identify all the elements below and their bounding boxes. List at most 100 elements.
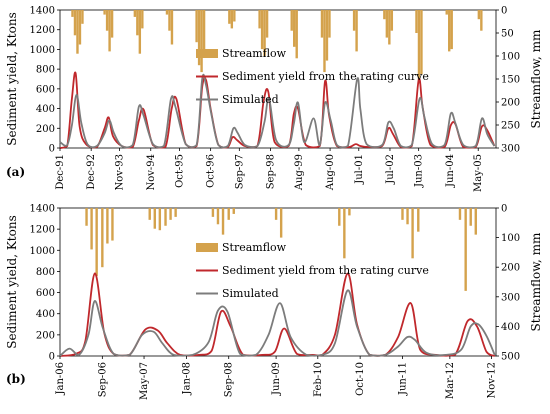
streamflow-bar [343, 208, 346, 259]
legend-swatch-streamflow [196, 49, 218, 58]
y2-tick-label: 300 [501, 144, 520, 155]
streamflow-bar [417, 10, 421, 84]
x-tick-label: Nov-94 [146, 154, 157, 191]
streamflow-bar [136, 10, 139, 36]
streamflow-bar [141, 10, 144, 29]
y-tick-label: 400 [36, 104, 55, 115]
x-tick-label: Nov-12 [487, 362, 498, 399]
streamflow-bar [415, 10, 418, 33]
streamflow-bar [158, 208, 162, 231]
legend-swatch-streamflow [196, 243, 218, 252]
streamflow-bar [232, 208, 235, 214]
streamflow-bar [450, 10, 453, 50]
x-tick-label: Oct-10 [355, 362, 366, 396]
streamflow-bar [464, 208, 467, 291]
panel-label: (a) [6, 165, 25, 179]
panel-label: (b) [6, 372, 26, 386]
streamflow-bar [355, 10, 358, 52]
x-tick-label: Sep-08 [224, 362, 235, 397]
streamflow-bar [480, 10, 483, 31]
streamflow-bar [260, 10, 264, 50]
plot-frame [59, 207, 497, 357]
streamflow-bar [420, 10, 423, 75]
streamflow-bar [197, 10, 201, 66]
y2-tick-label: 300 [501, 292, 520, 303]
y-tick-label: 1200 [30, 225, 55, 236]
x-tick-label: Jul-01 [354, 154, 365, 185]
y-tick-label: 400 [36, 309, 55, 320]
streamflow-bar [338, 208, 341, 226]
streamflow-bar [202, 10, 206, 52]
streamflow-bar [211, 208, 215, 217]
x-tick-label: Jun-03 [414, 154, 425, 188]
y-tick-label: 200 [36, 330, 55, 341]
y-axis-title: Sediment yield, Ktons [5, 215, 19, 348]
streamflow-bar [221, 208, 225, 235]
streamflow-bar [73, 10, 77, 36]
y2-axis-title: Streamflow, mm [529, 29, 543, 128]
streamflow-bar [76, 10, 79, 54]
streamflow-bar [411, 208, 414, 259]
streamflow-bar [200, 10, 203, 73]
y-tick-label: 0 [49, 144, 55, 155]
streamflow-bar [474, 208, 477, 235]
streamflow-bar [138, 10, 142, 54]
x-tick-label: Jun-09 [271, 362, 282, 396]
simulated-line [59, 289, 496, 357]
streamflow-bar [469, 208, 472, 226]
streamflow-bar [165, 10, 169, 15]
streamflow-bar [216, 208, 220, 225]
streamflow-bar [265, 10, 269, 38]
streamflow-bar [274, 208, 278, 220]
y2-tick-label: 150 [501, 75, 520, 86]
streamflow-bar [328, 10, 331, 38]
streamflow-bar [348, 208, 351, 216]
streamflow-bar [170, 10, 174, 45]
streamflow-bar [263, 10, 266, 56]
y-tick-label: 1000 [30, 246, 55, 257]
legend-label: Sediment yield from the rating curve [222, 264, 429, 277]
simulated-line [59, 73, 496, 149]
streamflow-bar [106, 208, 109, 244]
streamflow-bars [71, 10, 483, 84]
y2-tick-label: 0 [501, 6, 507, 17]
streamflow-bar [78, 10, 82, 45]
y-tick-label: 0 [49, 352, 55, 363]
y-tick-label: 600 [36, 288, 55, 299]
streamflow-bar [258, 10, 261, 29]
streamflow-bar [290, 10, 293, 31]
legend-label: Streamflow [222, 47, 287, 60]
streamflow-bar [401, 208, 404, 220]
streamflow-bar [85, 208, 88, 226]
streamflow-bar [90, 208, 93, 250]
streamflow-bar [101, 208, 104, 268]
panel-a: 0 200 400 600 800 1000 1200 1400 0 50 100 150 200 250… [5, 6, 543, 192]
y2-axis-title: Streamflow, mm [529, 232, 543, 331]
x-tick-label: Aug-99 [294, 154, 305, 191]
x-tick-label: Sep-06 [97, 362, 108, 397]
x-tick-label: Jun-04 [445, 154, 456, 188]
x-tick-label: Jan-08 [181, 362, 192, 396]
rating-curve-line [59, 272, 496, 357]
streamflow-bar [95, 208, 98, 277]
x-tick-label: Dec-91 [55, 154, 66, 190]
y2-tick-label: 250 [501, 121, 520, 132]
streamflow-bar [148, 208, 151, 220]
streamflow-bar [111, 208, 114, 241]
panel-b: 0 200 400 600 800 1000 1200 1400 0 100 200 300 400 50… [5, 204, 543, 400]
streamflow-bar [448, 10, 451, 52]
x-tick-label: Sep-97 [234, 154, 245, 189]
y2-tick-label: 400 [501, 322, 520, 333]
streamflow-bar [406, 208, 409, 225]
streamflow-bar [168, 10, 171, 31]
streamflow-bar [133, 10, 137, 17]
streamflow-bar [153, 208, 156, 229]
streamflow-bar [383, 10, 386, 20]
x-tick-label: Jan-06 [55, 362, 66, 396]
streamflow-bar [228, 10, 231, 24]
streamflow-bar [295, 10, 298, 59]
streamflow-bar [352, 10, 356, 31]
streamflow-bar [323, 10, 326, 73]
legend-label: Simulated [222, 287, 279, 300]
